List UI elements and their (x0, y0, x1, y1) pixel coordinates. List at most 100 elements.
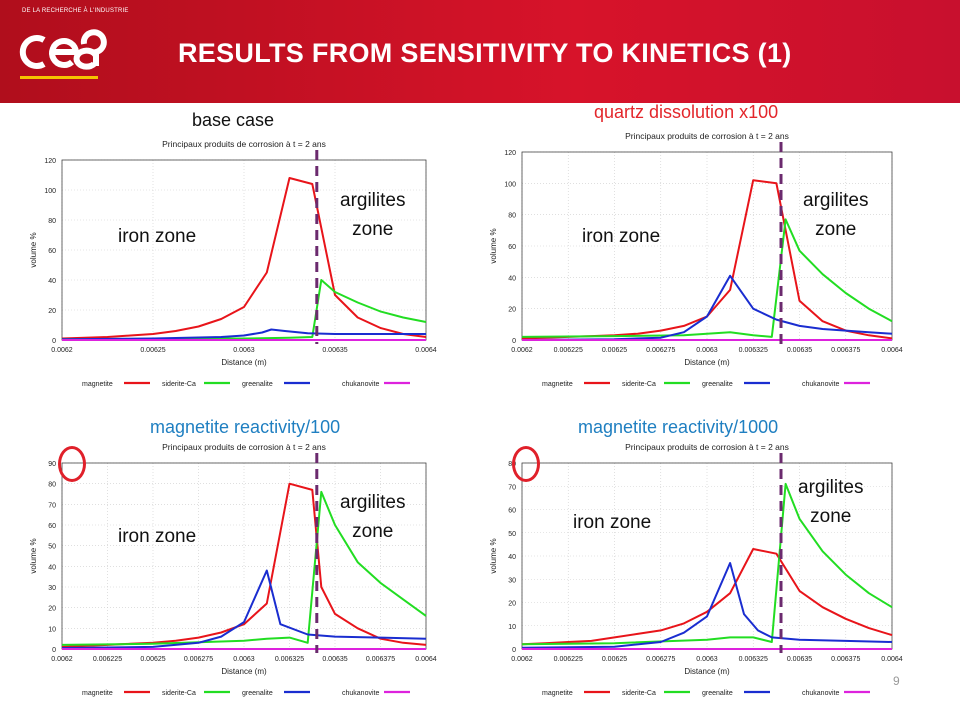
y-tick-label: 20 (508, 307, 516, 314)
x-tick-label: 0.006325 (739, 347, 768, 354)
x-axis-label: Distance (m) (221, 667, 267, 676)
x-tick-label: 0.006225 (93, 656, 122, 663)
case-label-magnetite-1000: magnetite reactivity/1000 (578, 417, 779, 437)
y-tick-label: 60 (48, 523, 56, 530)
y-tick-label: 10 (48, 626, 56, 633)
chart-magnetite-100: Principaux produits de corrosion à t = 2… (29, 442, 437, 697)
iron-zone-label: iron zone (573, 512, 652, 533)
x-tick-label: 0.00635 (787, 347, 812, 354)
x-tick-label: 0.006375 (831, 347, 860, 354)
x-tick-label: 0.00635 (787, 656, 812, 663)
y-tick-label: 70 (48, 502, 56, 509)
argilites-zone-label: argilites zone (803, 186, 868, 244)
y-tick-label: 0 (52, 338, 56, 345)
legend-label: greenalite (242, 690, 273, 697)
x-tick-label: 0.0063 (696, 347, 718, 354)
legend-label: magnetite (82, 381, 113, 388)
x-tick-label: 0.0062 (51, 347, 73, 354)
legend-label: magnetite (542, 381, 573, 388)
argilites-line1: argilites (803, 190, 869, 211)
argilites-line1: argilites (340, 492, 406, 513)
x-tick-label: 0.006275 (646, 347, 675, 354)
y-tick-label: 60 (508, 244, 516, 251)
logo-tagline: DE LA RECHERCHE À L'INDUSTRIE (22, 8, 129, 14)
y-tick-label: 30 (48, 585, 56, 592)
argilites-zone-label: argilites zone (340, 488, 405, 546)
chart-title: Principaux produits de corrosion à t = 2… (625, 442, 789, 452)
x-tick-label: 0.00625 (140, 347, 165, 354)
y-tick-label: 20 (48, 606, 56, 613)
series-line-siderite-ca (521, 218, 893, 338)
x-tick-label: 0.006325 (275, 656, 304, 663)
header-banner: DE LA RECHERCHE À L'INDUSTRIE RESULTS FR… (0, 0, 960, 103)
y-tick-label: 60 (48, 248, 56, 255)
case-label-quartz: quartz dissolution x100 (594, 102, 779, 122)
y-axis-label: volume % (489, 228, 498, 263)
cea-logo-mark (19, 29, 107, 79)
series-line-greenalite (61, 569, 427, 649)
x-axis-label: Distance (m) (684, 667, 730, 676)
y-tick-label: 0 (512, 338, 516, 345)
y-tick-label: 100 (504, 181, 516, 188)
x-tick-label: 0.006275 (646, 656, 675, 663)
legend-label: greenalite (242, 381, 273, 388)
case-label-magnetite-100: magnetite reactivity/100 (150, 417, 341, 437)
legend-label: greenalite (702, 381, 733, 388)
x-tick-label: 0.00635 (322, 347, 347, 354)
chart-panel-magnetite-100: Principaux produits de corrosion à t = 2… (20, 415, 437, 697)
x-tick-label: 0.006325 (739, 656, 768, 663)
y-tick-label: 120 (504, 150, 516, 157)
x-tick-label: 0.00625 (602, 347, 627, 354)
page-title: RESULTS FROM SENSITIVITY TO KINETICS (1) (178, 38, 792, 68)
y-axis-label: volume % (489, 538, 498, 573)
y-axis-label: volume % (29, 538, 38, 573)
page-number: 9 (893, 674, 900, 688)
chart-quartz-dissolution: Principaux produits de corrosion à t = 2… (489, 131, 903, 388)
y-tick-label: 120 (44, 158, 56, 165)
y-tick-label: 30 (508, 577, 516, 584)
legend-label: siderite-Ca (622, 690, 656, 697)
y-tick-label: 60 (508, 508, 516, 515)
chart-title: Principaux produits de corrosion à t = 2… (625, 131, 789, 141)
y-tick-label: 70 (508, 484, 516, 491)
series-line-magnetite (61, 177, 427, 340)
argilites-line2: zone (815, 219, 857, 240)
series-line-siderite-ca (61, 490, 427, 646)
argilites-line2: zone (810, 506, 852, 527)
y-tick-label: 0 (52, 647, 56, 654)
argilites-zone-label: argilites zone (340, 186, 405, 244)
x-tick-label: 0.0062 (511, 347, 533, 354)
case-label-base: base case (192, 110, 275, 130)
x-tick-label: 0.0064 (881, 656, 903, 663)
y-axis-label: volume % (29, 232, 38, 267)
chart-title: Principaux produits de corrosion à t = 2… (162, 139, 326, 149)
x-axis-label: Distance (m) (684, 358, 730, 367)
x-tick-label: 0.0062 (51, 656, 73, 663)
x-tick-label: 0.0063 (696, 656, 718, 663)
y-tick-label: 90 (48, 461, 56, 468)
x-tick-label: 0.0063 (233, 347, 255, 354)
x-tick-label: 0.006275 (184, 656, 213, 663)
chart-title: Principaux produits de corrosion à t = 2… (162, 442, 326, 452)
chart-base-case: Principaux produits de corrosion à t = 2… (29, 139, 437, 388)
series-line-greenalite (521, 562, 893, 649)
chart-panel-quartz-dissolution: Principaux produits de corrosion à t = 2… (480, 100, 903, 388)
legend-label: chukanovite (802, 690, 839, 697)
y-tick-label: 50 (508, 531, 516, 538)
argilites-line1: argilites (798, 477, 864, 498)
iron-zone-label: iron zone (582, 226, 661, 247)
series-line-magnetite (521, 548, 893, 646)
argilites-line2: zone (352, 219, 394, 240)
chart-magnetite-1000: Principaux produits de corrosion à t = 2… (489, 442, 903, 697)
series-line-greenalite (521, 274, 893, 341)
highlight-circle-ytick-90 (58, 446, 86, 482)
legend-label: chukanovite (342, 381, 379, 388)
argilites-line1: argilites (340, 190, 406, 211)
y-tick-label: 100 (44, 188, 56, 195)
y-tick-label: 0 (512, 647, 516, 654)
y-tick-label: 50 (48, 544, 56, 551)
x-tick-label: 0.0062 (511, 656, 533, 663)
highlight-circle-ytick-80 (512, 446, 540, 482)
legend-label: siderite-Ca (622, 381, 656, 388)
legend-label: chukanovite (802, 381, 839, 388)
